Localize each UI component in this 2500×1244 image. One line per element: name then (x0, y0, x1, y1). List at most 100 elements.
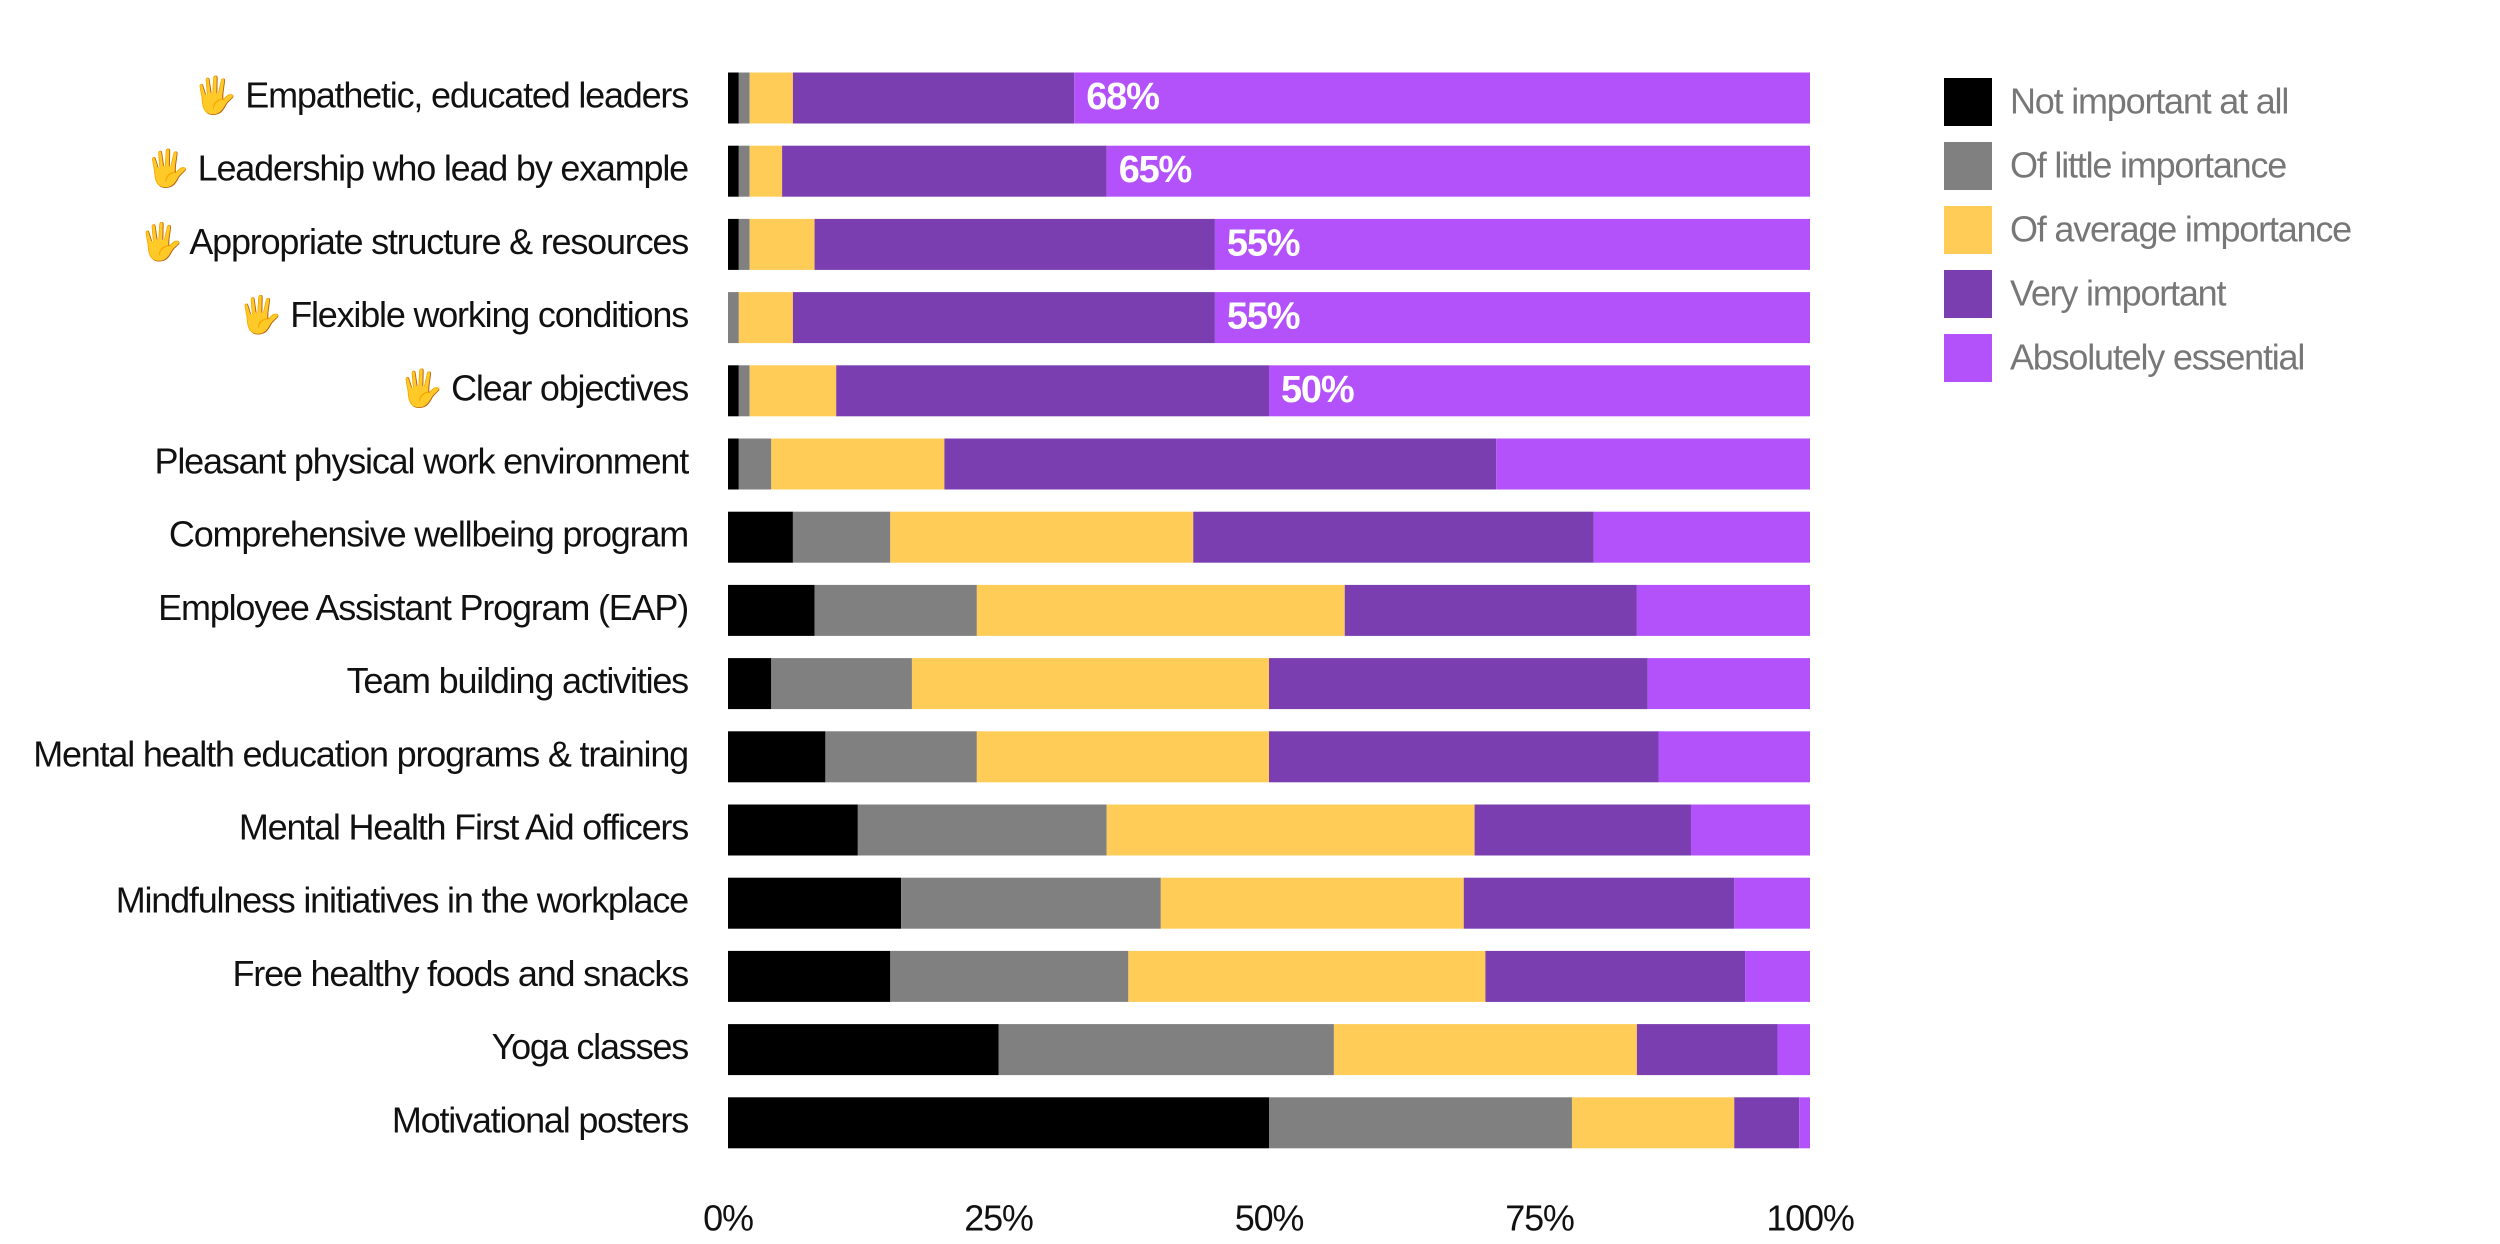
bar-segment (1193, 511, 1594, 563)
bar-segment (976, 584, 1345, 636)
y-tick-label: Yoga classes (492, 1026, 689, 1067)
bar-segment (976, 731, 1269, 783)
bar-segment (749, 72, 793, 124)
bar-segment (792, 511, 891, 563)
bar-segment (728, 950, 891, 1002)
x-tick-label: 25% (964, 1198, 1033, 1239)
legend-text: Very important (2010, 273, 2226, 314)
bar-segment (1269, 1097, 1572, 1149)
value-label: 50% (1281, 369, 1354, 411)
x-tick-label: 0% (703, 1198, 753, 1239)
legend-text: Absolutely essential (2010, 337, 2304, 378)
bar-segment (1485, 950, 1746, 1002)
bar-segment (1636, 584, 1810, 636)
y-tick-label: 🖐 Leadership who lead by example (145, 147, 688, 192)
bar-segment (1777, 1024, 1810, 1076)
value-label: 65% (1119, 149, 1192, 191)
bar-segment (1647, 658, 1810, 710)
bar-segment (1106, 804, 1475, 856)
bar-segment (998, 1024, 1334, 1076)
bar-segment (728, 438, 739, 490)
bar-segment (1496, 438, 1810, 490)
bar-segment (1690, 804, 1810, 856)
bar-segment (738, 292, 793, 344)
y-tick-label: Mindfulness initiatives in the workplace (116, 880, 688, 921)
bar-segment (901, 877, 1161, 929)
y-tick-label: 🖐 Flexible working conditions (238, 293, 688, 338)
bar-segment (728, 804, 858, 856)
value-label: 68% (1086, 76, 1159, 118)
bar-segment (890, 511, 1194, 563)
bar-segment (1269, 731, 1659, 783)
bar-segment (728, 72, 739, 124)
y-tick-label: Pleasant physical work environment (155, 441, 690, 482)
y-tick-label: Free healthy foods and snacks (233, 953, 689, 994)
bar-segment (749, 145, 783, 197)
bar-segment (1734, 1097, 1800, 1149)
bar-segment (728, 365, 739, 417)
bar-segment (1734, 877, 1810, 929)
bar-segment (1269, 658, 1648, 710)
bar-segment (728, 511, 793, 563)
y-tick-label: Mental Health First Aid officers (239, 807, 688, 848)
bar-segment (771, 438, 945, 490)
legend-text: Of average importance (2010, 209, 2351, 250)
bar-segment (1745, 950, 1810, 1002)
bar-segment (1658, 731, 1810, 783)
y-tick-label: 🖐 Clear objectives (399, 366, 689, 411)
bar-segment (911, 658, 1269, 710)
bar-segment (792, 292, 1215, 344)
legend-swatch (1944, 142, 1992, 190)
bar-segment (728, 877, 902, 929)
bar-segment (1269, 365, 1810, 417)
bar-segment (738, 145, 750, 197)
bar-segment (1593, 511, 1810, 563)
legend-swatch (1944, 206, 1992, 254)
bar-segment (1333, 1024, 1637, 1076)
bar-segment (738, 438, 772, 490)
bar-segment (814, 218, 1215, 270)
bar-segment (728, 1097, 1269, 1149)
value-label: 55% (1227, 296, 1300, 338)
legend-swatch (1944, 270, 1992, 318)
bar-segment (738, 365, 750, 417)
bar-segment (825, 731, 977, 783)
legend-swatch (1944, 78, 1992, 126)
y-tick-label: Mental health education programs & train… (33, 733, 688, 774)
bar-segment (1128, 950, 1486, 1002)
bar-segment (1214, 218, 1810, 270)
y-tick-label: Employee Assistant Program (EAP) (158, 587, 688, 628)
legend-text: Of little importance (2010, 145, 2286, 186)
bar-segment (1636, 1024, 1778, 1076)
bar-segment (814, 584, 977, 636)
bar-segment (728, 731, 826, 783)
bar-segment (857, 804, 1107, 856)
bar-segment (1214, 292, 1810, 344)
y-tick-label: Comprehensive wellbeing program (169, 514, 688, 555)
bar-segment (1474, 804, 1691, 856)
bar-segment (1344, 584, 1637, 636)
value-label: 55% (1227, 222, 1300, 264)
bar-segment (890, 950, 1129, 1002)
bar-segment (728, 292, 739, 344)
bar-segment (1571, 1097, 1735, 1149)
legend-text: Not important at all (2010, 81, 2288, 122)
bar-segment (1106, 145, 1810, 197)
y-tick-label: 🖐 Empathetic, educated leaders (193, 74, 688, 119)
y-tick-label: Team building activities (347, 660, 689, 701)
bar-segment (749, 218, 815, 270)
bar-segment (836, 365, 1269, 417)
bar-segment (771, 658, 912, 710)
x-tick-label: 100% (1766, 1198, 1853, 1239)
bar-segment (738, 218, 750, 270)
bar-segment (1074, 72, 1810, 124)
bar-segment (749, 365, 837, 417)
bar-segment (944, 438, 1497, 490)
bar-segment (1799, 1097, 1810, 1149)
legend-swatch (1944, 334, 1992, 382)
x-tick-label: 75% (1505, 1198, 1574, 1239)
bar-segment (728, 658, 772, 710)
bar-segment (1463, 877, 1735, 929)
bar-segment (792, 72, 1075, 124)
